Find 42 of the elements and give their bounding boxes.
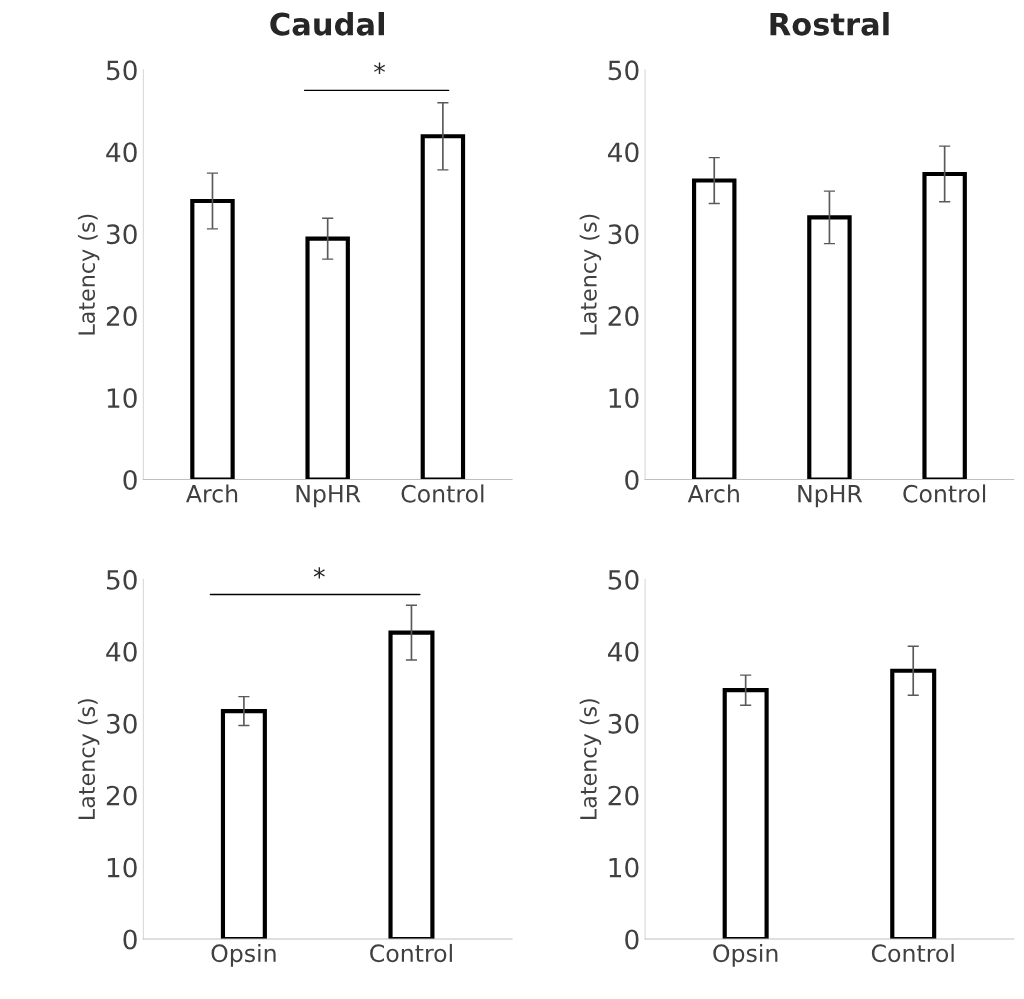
- x-tick-label: NpHR: [798, 485, 863, 508]
- text: *: [313, 567, 325, 579]
- y-tick-label: 40: [607, 142, 639, 163]
- y-tick-label: 0: [625, 469, 639, 490]
- x-tick-label: Opsin: [211, 943, 276, 967]
- y-tick-label: 30: [106, 224, 137, 245]
- y-tick-label: 40: [106, 641, 137, 662]
- y-tick-label: 50: [106, 569, 137, 590]
- y-tick-label: 10: [609, 388, 639, 408]
- y-tick-label: 30: [106, 713, 137, 734]
- y-axis-title: Latency (s): [77, 214, 100, 335]
- y-tick-label: 20: [608, 306, 639, 327]
- y-tick-label: 20: [608, 785, 639, 806]
- y-tick-label: 0: [123, 469, 137, 490]
- x-tick-label: Control: [903, 484, 986, 503]
- annotation: *: [374, 62, 386, 74]
- y-tick-label: 20: [106, 306, 137, 327]
- y-tick-label: 30: [608, 713, 639, 734]
- x-tick-label: Control: [370, 943, 452, 963]
- x-tick-label: NpHR: [296, 485, 361, 508]
- y-tick-label: 30: [608, 224, 639, 245]
- x-tick-label: Arch: [186, 484, 238, 503]
- y-tick-label: 0: [123, 929, 137, 950]
- y-axis-title: Latency (s): [579, 214, 602, 335]
- y-tick-label: 10: [107, 857, 137, 878]
- y-tick-label: 40: [106, 142, 137, 163]
- y-tick-label: 10: [107, 388, 137, 408]
- chart-title: Caudal: [270, 11, 384, 36]
- y-tick-label: 40: [607, 641, 639, 662]
- x-tick-label: Opsin: [713, 943, 778, 967]
- y-tick-label: 20: [106, 785, 137, 806]
- y-tick-label: 50: [608, 60, 639, 81]
- y-tick-label: 50: [106, 60, 137, 81]
- y-tick-label: 10: [609, 857, 639, 878]
- chart-title: Rostral: [770, 11, 889, 36]
- y-tick-label: 0: [625, 929, 639, 950]
- y-axis-title: Latency (s): [77, 699, 100, 819]
- x-tick-label: Control: [871, 943, 954, 963]
- x-tick-label: Control: [401, 484, 484, 503]
- y-tick-label: 50: [608, 569, 639, 590]
- x-tick-label: Arch: [687, 484, 739, 503]
- y-axis-title: Latency (s): [579, 699, 602, 819]
